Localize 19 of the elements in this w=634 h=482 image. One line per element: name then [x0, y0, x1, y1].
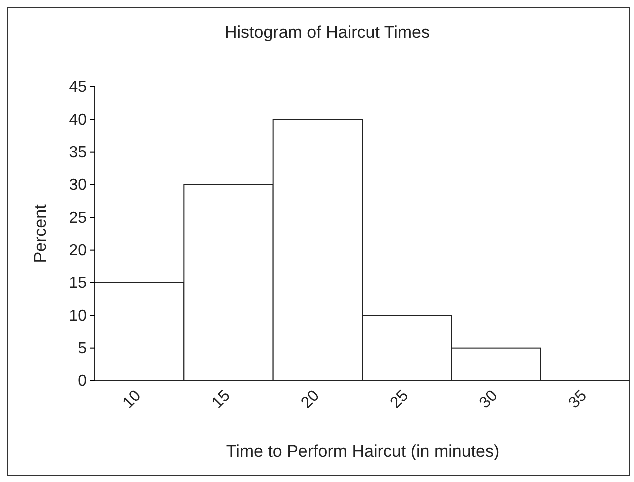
y-tick-label: 25: [69, 210, 88, 227]
y-axis-title: Percent: [31, 204, 50, 264]
y-tick-label: 20: [69, 242, 88, 260]
y-tick-label: 30: [69, 177, 88, 194]
y-tick-label: 15: [69, 275, 88, 292]
y-tick-label: 5: [78, 340, 88, 358]
x-tick-label: 10: [120, 387, 145, 412]
y-tick-label: 35: [69, 144, 88, 162]
x-tick-label: 35: [566, 387, 591, 412]
x-axis-title: Time to Perform Haircut (in minutes): [226, 442, 500, 461]
x-tick-label: 25: [388, 387, 412, 412]
y-tick-label: 45: [69, 79, 88, 96]
chart-title: Histogram of Haircut Times: [225, 23, 430, 42]
y-tick-label: 40: [69, 112, 88, 129]
x-tick-label: 30: [476, 387, 502, 412]
x-tick-label: 20: [298, 387, 324, 412]
y-tick-label: 0: [78, 373, 88, 390]
y-tick-label: 10: [69, 308, 88, 325]
x-tick-label: 15: [209, 387, 234, 412]
